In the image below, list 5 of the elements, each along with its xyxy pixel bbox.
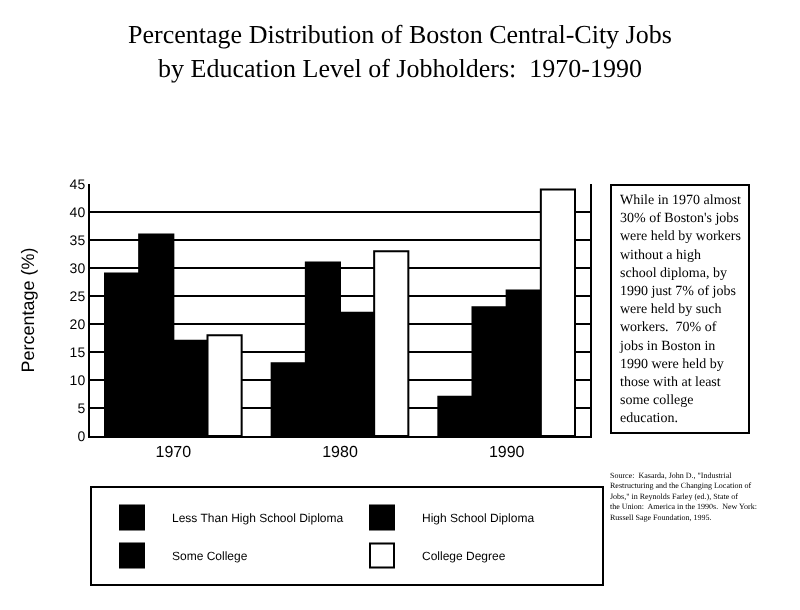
chart-title: Percentage Distribution of Boston Central-City Jobs by Education Level of Jobholders: 1970-1990	[128, 18, 672, 83]
y-axis-title: Percentage (%)	[18, 247, 39, 373]
x-tick-label: 1990	[488, 443, 526, 462]
x-tick-label: 1980	[322, 443, 359, 462]
x-tick-label: 1970	[155, 443, 193, 462]
